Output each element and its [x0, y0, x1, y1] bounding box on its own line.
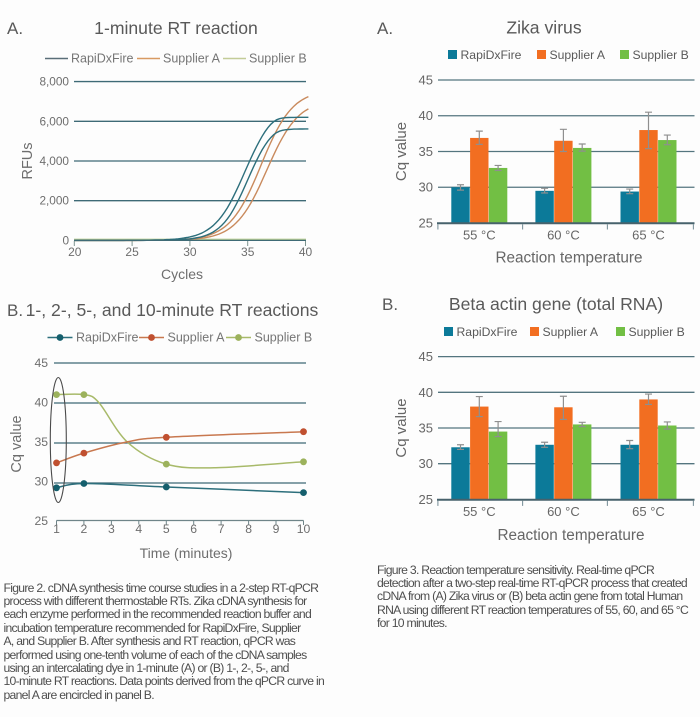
svg-text:10: 10 [297, 522, 311, 536]
svg-text:A.: A. [377, 19, 393, 38]
svg-text:2,000: 2,000 [39, 194, 69, 208]
svg-text:1-minute RT reaction: 1-minute RT reaction [94, 18, 258, 38]
svg-text:35: 35 [419, 421, 433, 436]
svg-text:RapiDxFire: RapiDxFire [457, 325, 518, 339]
svg-text:30: 30 [419, 180, 433, 195]
svg-text:20: 20 [68, 245, 82, 259]
svg-text:6,000: 6,000 [39, 114, 69, 128]
svg-text:35: 35 [34, 435, 48, 449]
svg-text:Zika virus: Zika virus [506, 18, 581, 38]
svg-text:8: 8 [245, 522, 252, 536]
svg-text:30: 30 [419, 456, 433, 471]
svg-text:65 °C: 65 °C [632, 228, 665, 243]
svg-text:Reaction temperature: Reaction temperature [495, 250, 642, 267]
svg-text:RFUs: RFUs [20, 142, 36, 179]
svg-text:Cq value: Cq value [393, 122, 410, 181]
svg-text:9: 9 [273, 522, 280, 536]
svg-text:Cq value: Cq value [393, 398, 410, 457]
svg-text:45: 45 [419, 73, 433, 88]
svg-text:Supplier B: Supplier B [633, 48, 689, 62]
svg-text:25: 25 [125, 245, 139, 259]
svg-text:Supplier B: Supplier B [255, 331, 313, 345]
svg-text:Beta actin gene (total RNA): Beta actin gene (total RNA) [449, 294, 663, 314]
svg-text:Supplier A: Supplier A [163, 52, 221, 66]
svg-text:2: 2 [81, 522, 88, 536]
svg-text:25: 25 [419, 492, 433, 507]
svg-text:4: 4 [135, 522, 142, 536]
svg-text:30: 30 [183, 245, 197, 259]
svg-text:Supplier A: Supplier A [168, 331, 226, 345]
svg-text:60 °C: 60 °C [547, 228, 580, 243]
svg-text:RapiDxFire: RapiDxFire [76, 331, 139, 345]
svg-text:Time (minutes): Time (minutes) [140, 545, 233, 561]
svg-text:B.: B. [7, 301, 23, 320]
svg-text:65 °C: 65 °C [632, 504, 665, 519]
svg-text:40: 40 [299, 245, 313, 259]
svg-text:6: 6 [190, 522, 197, 536]
svg-text:45: 45 [34, 356, 48, 370]
svg-text:Reaction temperature: Reaction temperature [497, 527, 644, 544]
svg-text:Supplier A: Supplier A [550, 48, 606, 62]
svg-text:7: 7 [218, 522, 225, 536]
svg-text:Supplier B: Supplier B [249, 52, 307, 66]
svg-text:35: 35 [419, 144, 433, 159]
svg-text:1-, 2-, 5-, and 10-minute RT r: 1-, 2-, 5-, and 10-minute RT reactions [26, 300, 319, 320]
svg-text:60 °C: 60 °C [547, 504, 580, 519]
svg-text:5: 5 [163, 522, 170, 536]
svg-text:RapiDxFire: RapiDxFire [71, 52, 134, 66]
svg-text:40: 40 [34, 396, 48, 410]
svg-text:1: 1 [53, 522, 60, 536]
svg-text:55 °C: 55 °C [463, 228, 496, 243]
svg-text:Supplier B: Supplier B [629, 325, 685, 339]
svg-text:40: 40 [419, 108, 433, 123]
svg-text:25: 25 [34, 514, 48, 528]
svg-text:45: 45 [419, 349, 433, 364]
svg-text:A.: A. [7, 19, 23, 38]
svg-text:8,000: 8,000 [39, 75, 69, 89]
svg-text:RapiDxFire: RapiDxFire [461, 48, 522, 62]
svg-text:4,000: 4,000 [39, 154, 69, 168]
svg-text:40: 40 [419, 385, 433, 400]
svg-text:Cq value: Cq value [9, 415, 25, 472]
svg-text:25: 25 [419, 215, 433, 230]
svg-text:35: 35 [241, 245, 255, 259]
svg-text:Supplier A: Supplier A [543, 325, 599, 339]
svg-text:30: 30 [34, 475, 48, 489]
svg-text:B.: B. [382, 295, 398, 314]
svg-text:3: 3 [108, 522, 115, 536]
svg-text:55 °C: 55 °C [463, 504, 496, 519]
svg-text:Cycles: Cycles [161, 266, 203, 282]
svg-text:0: 0 [62, 233, 69, 247]
